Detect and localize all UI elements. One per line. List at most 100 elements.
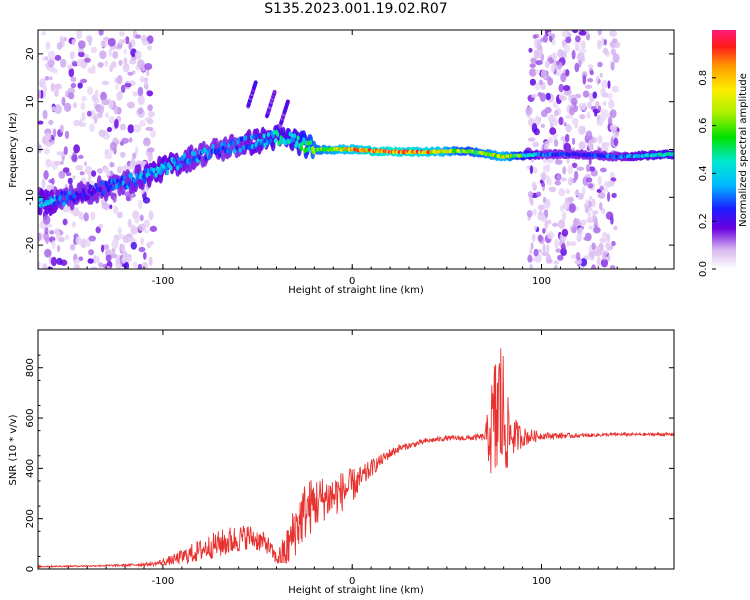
spectrogram-noise-cell [51,106,57,112]
spectrogram-ridge-cell [188,157,192,163]
snr-x-tick-label: 0 [349,576,355,587]
spectrogram-noise-cell [38,89,42,99]
spectrogram-noise-cell [597,135,603,144]
spectrogram-noise-cell [597,105,602,112]
spectrogram-noise-cell [71,154,78,163]
spectrogram-noise-cell [601,79,609,89]
spectrogram-ridge-cell [154,172,158,178]
spectrogram-noise-cell [529,68,537,77]
spectrogram-noise-cell [597,192,606,199]
spectrogram-noise-cell [96,168,103,174]
spectrogram-noise-cell [99,104,105,114]
spectrogram-noise-cell [567,164,574,175]
spectrogram-noise-cell [529,165,534,175]
spectrogram-noise-cell [533,142,540,147]
spectrogram-noise-cell [596,39,602,50]
spectrogram-noise-cell [550,64,556,73]
snr-y-tick-label: 0 [25,566,36,572]
spectrogram-noise-cell [553,260,559,265]
spectrogram-noise-cell [575,251,581,261]
spectrogram-noise-cell [109,204,113,210]
spectrogram-noise-cell [601,208,606,214]
spectrogram-noise-cell [105,254,112,262]
spectrogram-noise-cell [68,67,75,78]
spectrogram-ridge-cell [113,178,117,184]
spectrogram-noise-cell [531,181,537,190]
spectrogram-noise-cell [558,219,566,229]
spectrogram-noise-cell [591,198,596,208]
spectrogram-ridge-cell [263,142,267,148]
colorbar-tick-label: 0.8 [698,70,709,86]
spectrogram-noise-cell [557,254,564,261]
spectrogram-noise-cell [574,93,582,99]
spectrogram-noise-cell [527,254,533,263]
spectrogram-noise-cell [84,57,91,63]
spectrogram-noise-cell [609,30,617,37]
spectrogram-ridge-cell [299,145,304,152]
spectrogram-noise-cell [609,109,617,118]
spectrogram-noise-cell [537,204,546,211]
spectrogram-noise-cell [601,37,605,47]
spectrogram-noise-cell [584,207,590,214]
spectrogram-noise-cell [84,161,87,167]
spectrogram-noise-cell [51,256,57,267]
spectrogram-noise-cell [594,249,602,257]
spectrogram-noise-cell [527,137,536,142]
spectrogram-noise-cell [551,52,557,61]
spectrogram-noise-cell [612,53,620,63]
spectrogram-noise-cell [40,89,44,99]
spectrogram-noise-cell [558,188,566,197]
spectrogram-noise-cell [73,144,80,154]
spectrogram-noise-cell [127,237,135,242]
spectrogram-noise-cell [572,30,579,34]
spectrogram-noise-cell [578,102,586,111]
spectrogram-noise-cell [561,243,566,252]
spectrogram-noise-cell [587,78,594,83]
spectrogram-noise-cell [104,153,113,160]
spectrogram-noise-cell [121,39,127,44]
spectrogram-noise-cell [120,243,126,253]
spectrogram-noise-cell [554,159,563,165]
spectrogram-noise-cell [146,45,153,51]
spectrogram-noise-cell [580,258,588,267]
snr-plot-area [38,330,674,569]
spectrogram-noise-cell [93,115,98,124]
spectrogram-noise-cell [127,71,134,76]
spectrogram-noise-cell [61,96,66,106]
spectrogram-noise-cell [137,263,143,269]
spectrogram-noise-cell [602,232,608,238]
spectrogram-noise-cell [39,78,47,83]
spectrogram-x-tick-label: -100 [152,276,175,287]
spectrogram-noise-cell [107,37,116,47]
colorbar-tick-label: 0.0 [698,261,709,277]
spectrogram-noise-cell [585,130,593,141]
spectrogram-ridge-cell [255,133,259,139]
spectrogram-ridge-cell [302,137,306,143]
spectrogram-noise-cell [607,191,611,202]
spectrogram-noise-cell [125,36,130,45]
spectrogram-noise-cell [526,210,533,218]
spectrogram-noise-cell [534,82,541,91]
spectrogram-noise-cell [124,83,132,88]
spectrogram-noise-cell [48,67,56,72]
spectrogram-noise-cell [51,240,56,249]
spectrogram-noise-cell [100,91,107,102]
spectrogram-noise-cell [130,241,137,250]
spectrogram-noise-cell [589,195,593,201]
spectrogram-noise-cell [38,260,41,269]
spectrogram-noise-cell [118,59,123,66]
spectrogram-noise-cell [536,191,542,197]
spectrogram-noise-cell [137,59,145,69]
spectrogram-noise-cell [611,240,616,247]
spectrogram-ridge-cell [293,133,297,139]
spectrogram-ridge-cell [134,181,138,187]
spectrogram-noise-cell [78,51,85,58]
spectrogram-noise-cell [78,211,82,220]
spectrogram-noise-cell [87,172,92,183]
spectrogram-noise-cell [117,227,122,235]
spectrogram-noise-cell [597,78,601,84]
spectrogram-ridge-cell [309,139,313,145]
spectrogram-noise-cell [50,82,55,93]
spectrogram-noise-cell [606,233,611,243]
spectrogram-ridge-cell [276,131,280,137]
